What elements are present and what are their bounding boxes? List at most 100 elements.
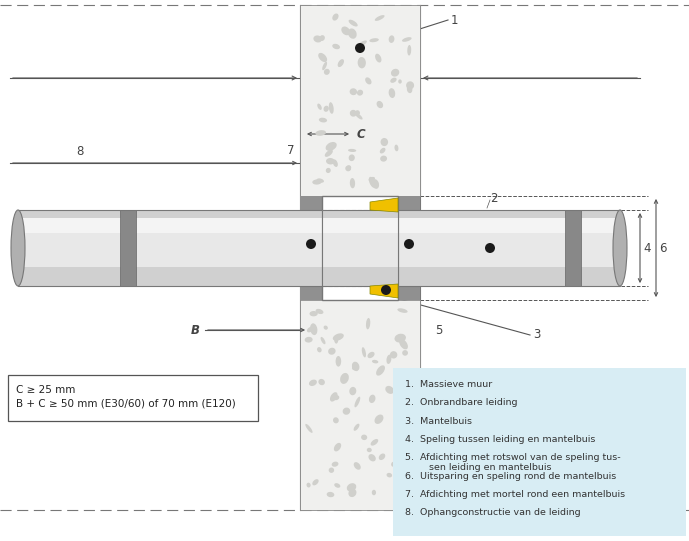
Ellipse shape (342, 407, 350, 415)
Bar (322, 229, 398, 267)
Text: 2.  Onbrandbare leiding: 2. Onbrandbare leiding (405, 398, 517, 407)
Ellipse shape (406, 81, 414, 89)
Ellipse shape (389, 88, 395, 98)
Ellipse shape (395, 144, 398, 151)
Bar (18, 210, 322, 286)
Ellipse shape (387, 473, 392, 478)
Ellipse shape (369, 177, 375, 181)
Text: 6.  Uitsparing en speling rond de mantelbuis: 6. Uitsparing en speling rond de mantelb… (405, 472, 616, 481)
Bar (398, 210, 620, 286)
Ellipse shape (347, 483, 356, 492)
Ellipse shape (312, 479, 318, 485)
Ellipse shape (349, 387, 356, 395)
Bar (322, 210, 398, 286)
Bar (398, 229, 620, 267)
Polygon shape (370, 284, 398, 298)
Text: 8: 8 (76, 145, 83, 158)
Ellipse shape (398, 80, 402, 84)
Bar (300, 282, 359, 300)
Circle shape (404, 239, 414, 249)
Ellipse shape (316, 130, 326, 136)
Ellipse shape (407, 45, 411, 56)
Text: 1: 1 (451, 14, 458, 27)
Ellipse shape (358, 57, 366, 68)
Text: C: C (357, 128, 366, 141)
Circle shape (381, 285, 391, 295)
Ellipse shape (365, 77, 371, 84)
Ellipse shape (407, 425, 415, 433)
Bar (361, 282, 420, 300)
Ellipse shape (305, 424, 313, 433)
Ellipse shape (320, 35, 325, 41)
Bar (300, 196, 359, 214)
Ellipse shape (318, 379, 325, 385)
Text: 2: 2 (490, 192, 497, 204)
Ellipse shape (333, 395, 339, 400)
Bar (322, 269, 398, 286)
Ellipse shape (350, 178, 355, 188)
Circle shape (485, 243, 495, 253)
Ellipse shape (327, 492, 334, 497)
Ellipse shape (361, 434, 367, 440)
Ellipse shape (402, 37, 411, 42)
Ellipse shape (320, 337, 325, 344)
Ellipse shape (318, 103, 322, 110)
Bar (120, 210, 136, 286)
Ellipse shape (387, 355, 391, 364)
Ellipse shape (353, 424, 360, 431)
Ellipse shape (369, 177, 376, 188)
Text: 7.  Afdichting met mortel rond een mantelbuis: 7. Afdichting met mortel rond een mantel… (405, 490, 625, 499)
Ellipse shape (328, 348, 336, 355)
Ellipse shape (333, 333, 344, 341)
Ellipse shape (317, 347, 322, 352)
Text: 3.  Mantelbuis: 3. Mantelbuis (405, 417, 472, 426)
Ellipse shape (330, 392, 338, 401)
Bar (8, 375, 258, 421)
Ellipse shape (369, 394, 376, 403)
Ellipse shape (348, 149, 356, 152)
Ellipse shape (331, 461, 338, 467)
Ellipse shape (390, 351, 398, 359)
Bar (565, 210, 581, 286)
Polygon shape (370, 198, 398, 212)
Ellipse shape (375, 414, 384, 424)
Ellipse shape (349, 489, 356, 497)
Bar (322, 196, 398, 300)
Ellipse shape (376, 365, 385, 375)
Ellipse shape (407, 85, 413, 93)
Ellipse shape (349, 154, 355, 161)
Ellipse shape (11, 210, 25, 286)
Ellipse shape (307, 327, 313, 332)
Ellipse shape (391, 462, 395, 467)
Text: C ≥ 25 mm: C ≥ 25 mm (16, 385, 75, 395)
Ellipse shape (312, 180, 322, 184)
Ellipse shape (367, 448, 372, 452)
Ellipse shape (334, 443, 341, 451)
Text: B: B (191, 324, 200, 337)
Ellipse shape (372, 490, 376, 495)
Ellipse shape (341, 27, 350, 35)
Text: 1.  Massieve muur: 1. Massieve muur (405, 380, 492, 389)
Ellipse shape (322, 62, 327, 70)
Ellipse shape (329, 102, 333, 114)
Ellipse shape (613, 210, 627, 286)
Ellipse shape (348, 29, 357, 39)
Ellipse shape (333, 160, 338, 167)
Bar (398, 196, 420, 300)
Bar (361, 196, 420, 214)
Ellipse shape (354, 397, 360, 407)
Ellipse shape (350, 110, 357, 117)
Bar (398, 217, 620, 233)
Ellipse shape (375, 54, 382, 63)
Bar (322, 210, 398, 286)
Ellipse shape (372, 179, 379, 189)
Bar (300, 300, 420, 510)
Ellipse shape (313, 35, 322, 43)
Bar (18, 217, 322, 233)
Ellipse shape (371, 439, 378, 446)
Text: B + C ≥ 50 mm (E30/60) of 70 mm (E120): B + C ≥ 50 mm (E30/60) of 70 mm (E120) (16, 399, 236, 409)
Ellipse shape (359, 57, 363, 62)
Ellipse shape (332, 14, 338, 21)
Ellipse shape (349, 88, 357, 95)
Ellipse shape (347, 165, 351, 170)
